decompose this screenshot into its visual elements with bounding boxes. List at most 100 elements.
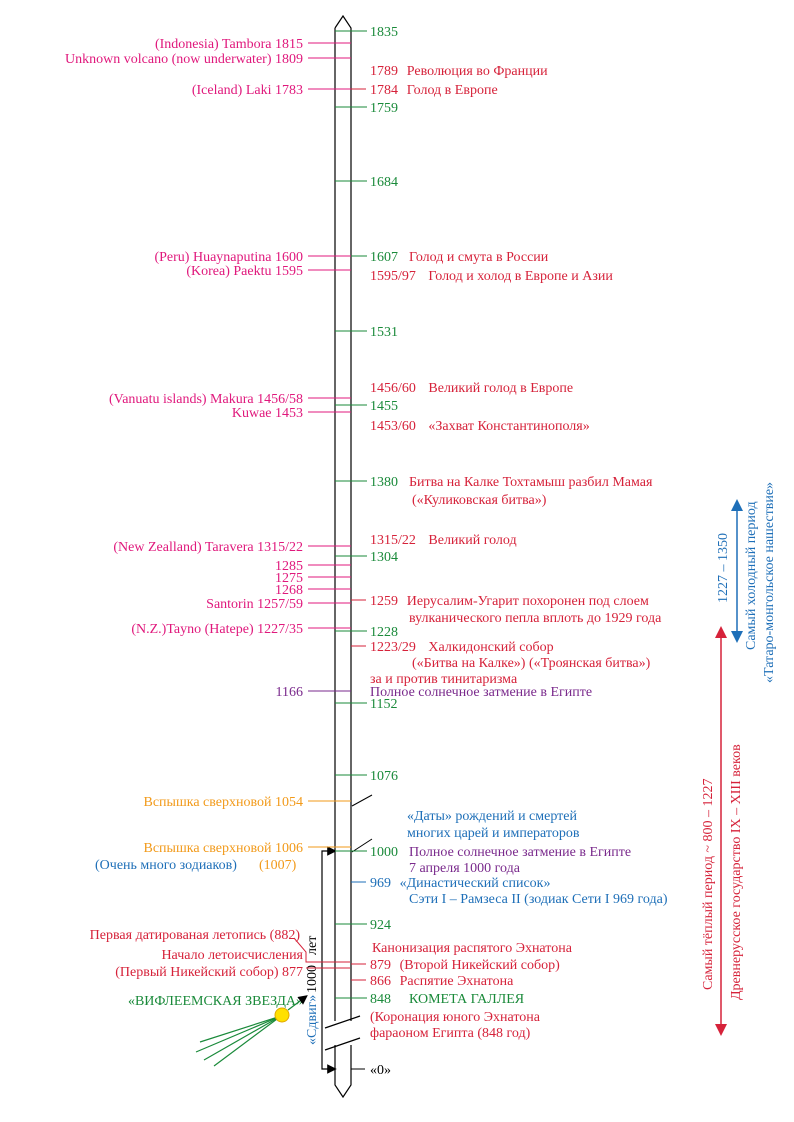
event-text: Битва на Калке Тохтамыш разбил Мамая	[409, 475, 653, 490]
right-events: 1789 Революция во Франции 1784 Голод в Евро…	[351, 64, 668, 1078]
year-labels: 1835 1759 1684 1607 1531 1455 1380 1304 1228 1152…	[370, 25, 398, 1007]
left-event-label: 1166	[276, 685, 303, 700]
event-text: Голод в Европе	[407, 83, 498, 98]
year-label: 1835	[370, 25, 398, 40]
event-text: за и против тинитаризма	[370, 672, 518, 687]
year-label: 848	[370, 992, 391, 1007]
zodiac-note-year: (1007)	[259, 858, 297, 873]
axis-break-bottom	[324, 1037, 361, 1051]
event-year: 879	[370, 958, 391, 973]
shift-label-value: 1000	[305, 965, 320, 993]
event-year: 1595/97	[370, 269, 416, 284]
left-event-label: Первая датированая летопись (882)	[90, 928, 301, 943]
event-text: («Куликовская битва»)	[412, 493, 547, 508]
event-year: 1315/22	[370, 533, 416, 548]
tatar-invasion-label: «Татаро-монгольское нашествие»	[762, 482, 777, 683]
left-event-label: (Iceland) Laki 1783	[192, 83, 303, 98]
event-text: (Второй Никейский собор)	[400, 958, 561, 973]
left-event-label: Начало летоисчисления	[161, 948, 303, 963]
star-ray	[199, 1015, 282, 1043]
left-event-label: «ВИФЛЕЕМСКАЯ ЗВЕЗДА»	[128, 994, 303, 1009]
left-event-label: (Indonesia) Tambora 1815	[155, 37, 303, 52]
year-label: 1000	[370, 845, 398, 860]
left-event-label: 1285	[275, 559, 303, 574]
event-text: Полное солнечное затмение в Египте	[370, 685, 592, 700]
left-event-label: Вспышка сверхновой 1054	[144, 795, 304, 810]
year-label: 1152	[370, 697, 397, 712]
event-year: 1784	[370, 83, 398, 98]
event-text: Иерусалим-Угарит похоронен под слоем	[407, 594, 649, 609]
event-year: 1453/60	[370, 419, 416, 434]
event-text: Халкидонский собор	[428, 640, 553, 655]
supernova-marker-1054	[351, 794, 373, 807]
event-text: вулканического пепла вплоть до 1929 года	[409, 611, 662, 626]
star-circle	[274, 1007, 290, 1023]
event-text: Революция во Франции	[407, 64, 548, 79]
year-label: 1531	[370, 325, 398, 340]
event-text: «Династический список»	[400, 876, 551, 891]
timeline-axis	[334, 14, 352, 1021]
left-event-label: (Vanuatu islands) Makura 1456/58	[109, 392, 303, 407]
left-event-label: 1268	[275, 583, 303, 598]
star-arrow	[287, 995, 308, 1011]
event-year: 969	[370, 876, 391, 891]
warm-period-title: Самый тёплый период ~ 800 – 1227	[701, 778, 716, 990]
event-year: 1789	[370, 64, 398, 79]
left-event-label: Santorin 1257/59	[206, 597, 303, 612]
left-event-label: (New Zealland) Taravera 1315/22	[113, 540, 303, 555]
event-text: «Захват Константинополя»	[428, 419, 589, 434]
left-event-label: Kuwae 1453	[232, 406, 303, 421]
event-text: Канонизация распятого Эхнатона	[372, 941, 573, 956]
event-year: 1456/60	[370, 381, 416, 396]
year-label: 1076	[370, 769, 398, 784]
axis-lower	[334, 1045, 352, 1099]
event-text: Великий голод	[428, 533, 516, 548]
cold-period-range: 1227 – 1350	[716, 533, 731, 603]
event-text: Голод и холод в Европе и Азии	[428, 269, 613, 284]
year-label: 924	[370, 918, 391, 933]
old-russian-state-label: Древнерусское государство IX – XIII веко…	[729, 744, 744, 1000]
event-text: «Даты» рождений и смертей	[407, 809, 577, 824]
cold-period-title: Самый холодный период	[744, 501, 759, 650]
event-text: Голод и смута в России	[409, 250, 549, 265]
year-label: 1228	[370, 625, 398, 640]
shift-label: «Сдвиг» 1000 лет	[305, 936, 320, 1045]
left-event-label: Unknown volcano (now underwater) 1809	[65, 52, 303, 67]
event-text: («Битва на Калке») («Троянская битва»)	[412, 656, 651, 671]
year-label: 1607	[370, 250, 398, 265]
year-label: 1684	[370, 175, 398, 190]
left-event-label: 1275	[275, 571, 303, 586]
event-text: Великий голод в Европе	[428, 381, 573, 396]
event-text: Сэти I – Рамзеса II (зодиак Сети I 969 г…	[409, 892, 668, 907]
star-ray	[195, 1015, 282, 1053]
event-text: КОМЕТА ГАЛЛЕЯ	[409, 992, 524, 1007]
chronicle-pointer	[293, 937, 350, 963]
year-label: 1759	[370, 101, 398, 116]
bethlehem-star	[195, 995, 308, 1067]
left-event-label: (Первый Никейский собор) 877	[115, 965, 303, 980]
event-text: 7 апреля 1000 года	[409, 861, 521, 876]
star-ray	[203, 1015, 282, 1061]
event-text: (Коронация юного Эхнатона	[370, 1010, 541, 1025]
left-event-label: (N.Z.)Tayno (Hatepe) 1227/35	[131, 622, 303, 637]
event-year: 1259	[370, 594, 398, 609]
event-text: многих царей и императоров	[407, 826, 580, 841]
supernova-marker-1006	[351, 838, 373, 853]
shift-label-unit: лет	[305, 936, 320, 955]
left-ticks	[308, 42, 351, 848]
left-event-label: (Peru) Huaynaputina 1600	[154, 250, 303, 265]
event-year: 866	[370, 974, 391, 989]
star-ray	[213, 1015, 282, 1067]
event-text: «0»	[370, 1063, 391, 1078]
year-label: 1380	[370, 475, 398, 490]
year-label: 1304	[370, 550, 398, 565]
event-year: 1223/29	[370, 640, 416, 655]
event-text: Полное солнечное затмение в Египте	[409, 845, 631, 860]
event-text: Распятие Эхнатона	[400, 974, 514, 989]
event-text: фараоном Египта (848 год)	[370, 1026, 531, 1041]
left-event-label: Вспышка сверхновой 1006	[144, 841, 304, 856]
zodiac-note: (Очень много зодиаков)	[95, 858, 237, 873]
